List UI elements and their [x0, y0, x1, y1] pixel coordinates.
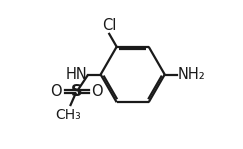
Text: O: O	[92, 84, 103, 99]
Text: NH₂: NH₂	[178, 67, 206, 82]
Text: S: S	[71, 84, 83, 99]
Text: CH₃: CH₃	[55, 108, 81, 122]
Text: O: O	[51, 84, 62, 99]
Text: Cl: Cl	[102, 18, 116, 33]
Text: HN: HN	[65, 67, 87, 82]
